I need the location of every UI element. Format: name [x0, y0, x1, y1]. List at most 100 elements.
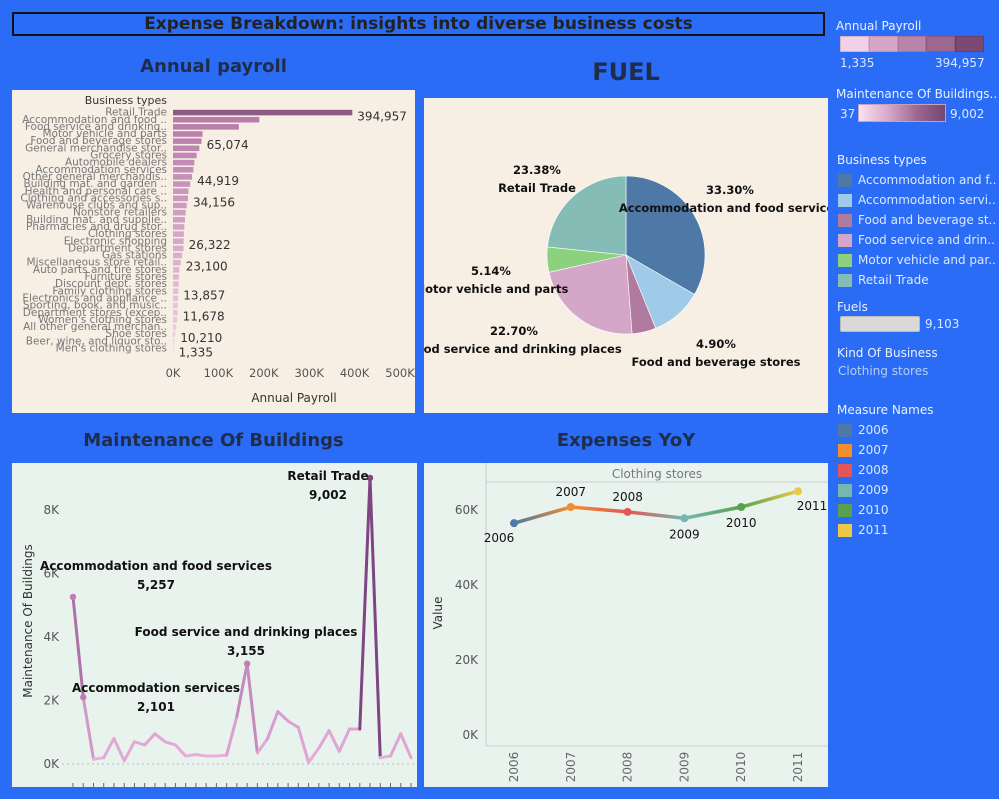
legend-maintenance-title: Maintenance Of Buildings.. [836, 87, 996, 101]
payroll-bar [173, 231, 184, 237]
payroll-category-label: General merchandise stor.. [25, 142, 167, 154]
yoy-x-tick: 2009 [677, 752, 691, 783]
fuel-pie-chart: 33.30% Accommodation and food services 4.9… [408, 163, 841, 369]
legend-item: Food service and drin.. [838, 230, 998, 250]
pie-percent-label: 5.14% [471, 264, 511, 278]
payroll-bar [173, 152, 197, 159]
legend-swatch [838, 503, 852, 517]
maint-line-segment [399, 732, 413, 760]
legend-maintenance-min: 37 [840, 107, 856, 121]
payroll-category-label: Electronics and appliance .. [22, 292, 167, 304]
payroll-bar [173, 188, 189, 194]
legend-item: 2009 [838, 480, 998, 500]
payroll-x-tick: 400K [340, 366, 370, 380]
pie-percent-label: 22.70% [490, 324, 538, 338]
maint-line-segment [358, 476, 372, 731]
payroll-category-label: Accommodation and food .. [22, 114, 167, 126]
pie-percent-label: 23.38% [513, 163, 561, 177]
legend-item: 2008 [838, 460, 998, 480]
maint-line-segment [276, 710, 290, 723]
yoy-x-tick: 2010 [734, 752, 748, 783]
yoy-point [737, 503, 746, 512]
payroll-bar [173, 109, 353, 116]
yoy-y-axis-title: Value [431, 597, 445, 630]
payroll-category-label: Nonstore retailers [73, 207, 167, 219]
maint-point [366, 474, 374, 482]
payroll-category-label: Auto parts and tire stores [33, 264, 167, 276]
payroll-category-label: Food service and drinking.. [25, 121, 167, 133]
maint-line-segment [337, 727, 352, 753]
maint-annotation-name: Accommodation services [72, 681, 240, 695]
maint-line-segment [317, 729, 331, 750]
pie-slice-label: Food service and drinking places [424, 342, 622, 356]
payroll-category-label: Warehouse clubs and sup.. [26, 200, 167, 212]
legend-item-label: 2009 [858, 483, 889, 497]
payroll-data-label: 11,678 [183, 310, 225, 324]
legend-item: Food and beverage st.. [838, 210, 998, 230]
payroll-category-label: All other general merchan.. [23, 321, 167, 333]
legend-measure-names: 2006 2007 2008 2009 2010 2011 [838, 420, 998, 540]
payroll-category-label: Miscellaneous store retail.. [27, 257, 167, 269]
maint-y-axis-title: Maintenance Of Buildings [21, 544, 35, 698]
maint-line-segment [255, 737, 270, 755]
yoy-point [566, 503, 575, 512]
legend-item: Motor vehicle and par.. [838, 250, 998, 270]
legend-business-types: Accommodation and f.. Accommodation serv… [838, 170, 998, 290]
payroll-bar [173, 195, 188, 202]
fuel-title: FUEL [592, 58, 660, 86]
legend-swatch [838, 523, 852, 537]
legend-fuels-value: 9,103 [925, 317, 960, 331]
maint-line-segment [214, 753, 229, 758]
payroll-bar [173, 166, 194, 173]
payroll-bar [173, 259, 181, 266]
legend-business-types-title: Business types [837, 153, 927, 167]
maint-annotation-value: 2,101 [137, 700, 175, 714]
payroll-bar [173, 209, 186, 216]
maint-annotation-value: 3,155 [227, 644, 265, 658]
maint-annotation-value: 9,002 [309, 488, 347, 502]
legend-item-label: 2006 [858, 423, 889, 437]
legend-swatch [838, 443, 852, 457]
payroll-bar [173, 288, 179, 295]
yoy-point-label: 2006 [484, 531, 515, 545]
legend-item-label: 2007 [858, 443, 889, 457]
payroll-category-label: Accommodation services [36, 164, 167, 176]
payroll-category-label: Health and personal care .. [25, 185, 167, 197]
payroll-x-tick: 100K [204, 366, 234, 380]
payroll-category-label: Clothing stores [88, 228, 167, 240]
yoy-point [510, 519, 518, 528]
legend-item-label: Accommodation servi.. [858, 193, 996, 207]
legend-item-label: Food service and drin.. [858, 233, 995, 247]
legend-fuels-bar [840, 316, 920, 332]
legend-item-label: Food and beverage st.. [858, 213, 997, 227]
payroll-category-label: Furniture stores [84, 271, 167, 283]
payroll-x-tick: 200K [249, 366, 279, 380]
legend-measure-title: Measure Names [837, 403, 934, 417]
legend-item: 2007 [838, 440, 998, 460]
yoy-point [623, 507, 632, 516]
payroll-category-label: Department stores [68, 242, 167, 254]
legend-swatch [838, 213, 852, 227]
yoy-x-tick: 2008 [621, 752, 635, 783]
maint-y-tick: 8K [43, 503, 60, 517]
payroll-bar [173, 245, 184, 252]
yoy-panel: Clothing stores 0K 20K 40K 60K Value 2006 2006 2… [424, 463, 828, 787]
yoy-x-tick: 2006 [507, 752, 521, 783]
maint-line-segment [389, 732, 403, 758]
legend-swatch [838, 253, 852, 267]
legend-item: Accommodation servi.. [838, 190, 998, 210]
payroll-bar [173, 217, 185, 223]
legend-swatch [838, 233, 852, 247]
payroll-bar [173, 281, 179, 287]
yoy-y-tick: 0K [462, 728, 479, 742]
legend-swatch [838, 483, 852, 497]
payroll-bar [173, 302, 178, 309]
payroll-category-label: Other general merchandis.. [23, 171, 167, 183]
pie-slice-label: Accommodation and food services [619, 201, 828, 215]
maint-point [243, 660, 251, 667]
maint-y-tick: 0K [43, 757, 60, 771]
legend-swatch [838, 193, 852, 207]
yoy-point-label: 2007 [556, 485, 587, 499]
yoy-y-tick: 40K [455, 578, 479, 592]
pie-percent-label: 33.30% [706, 183, 754, 197]
